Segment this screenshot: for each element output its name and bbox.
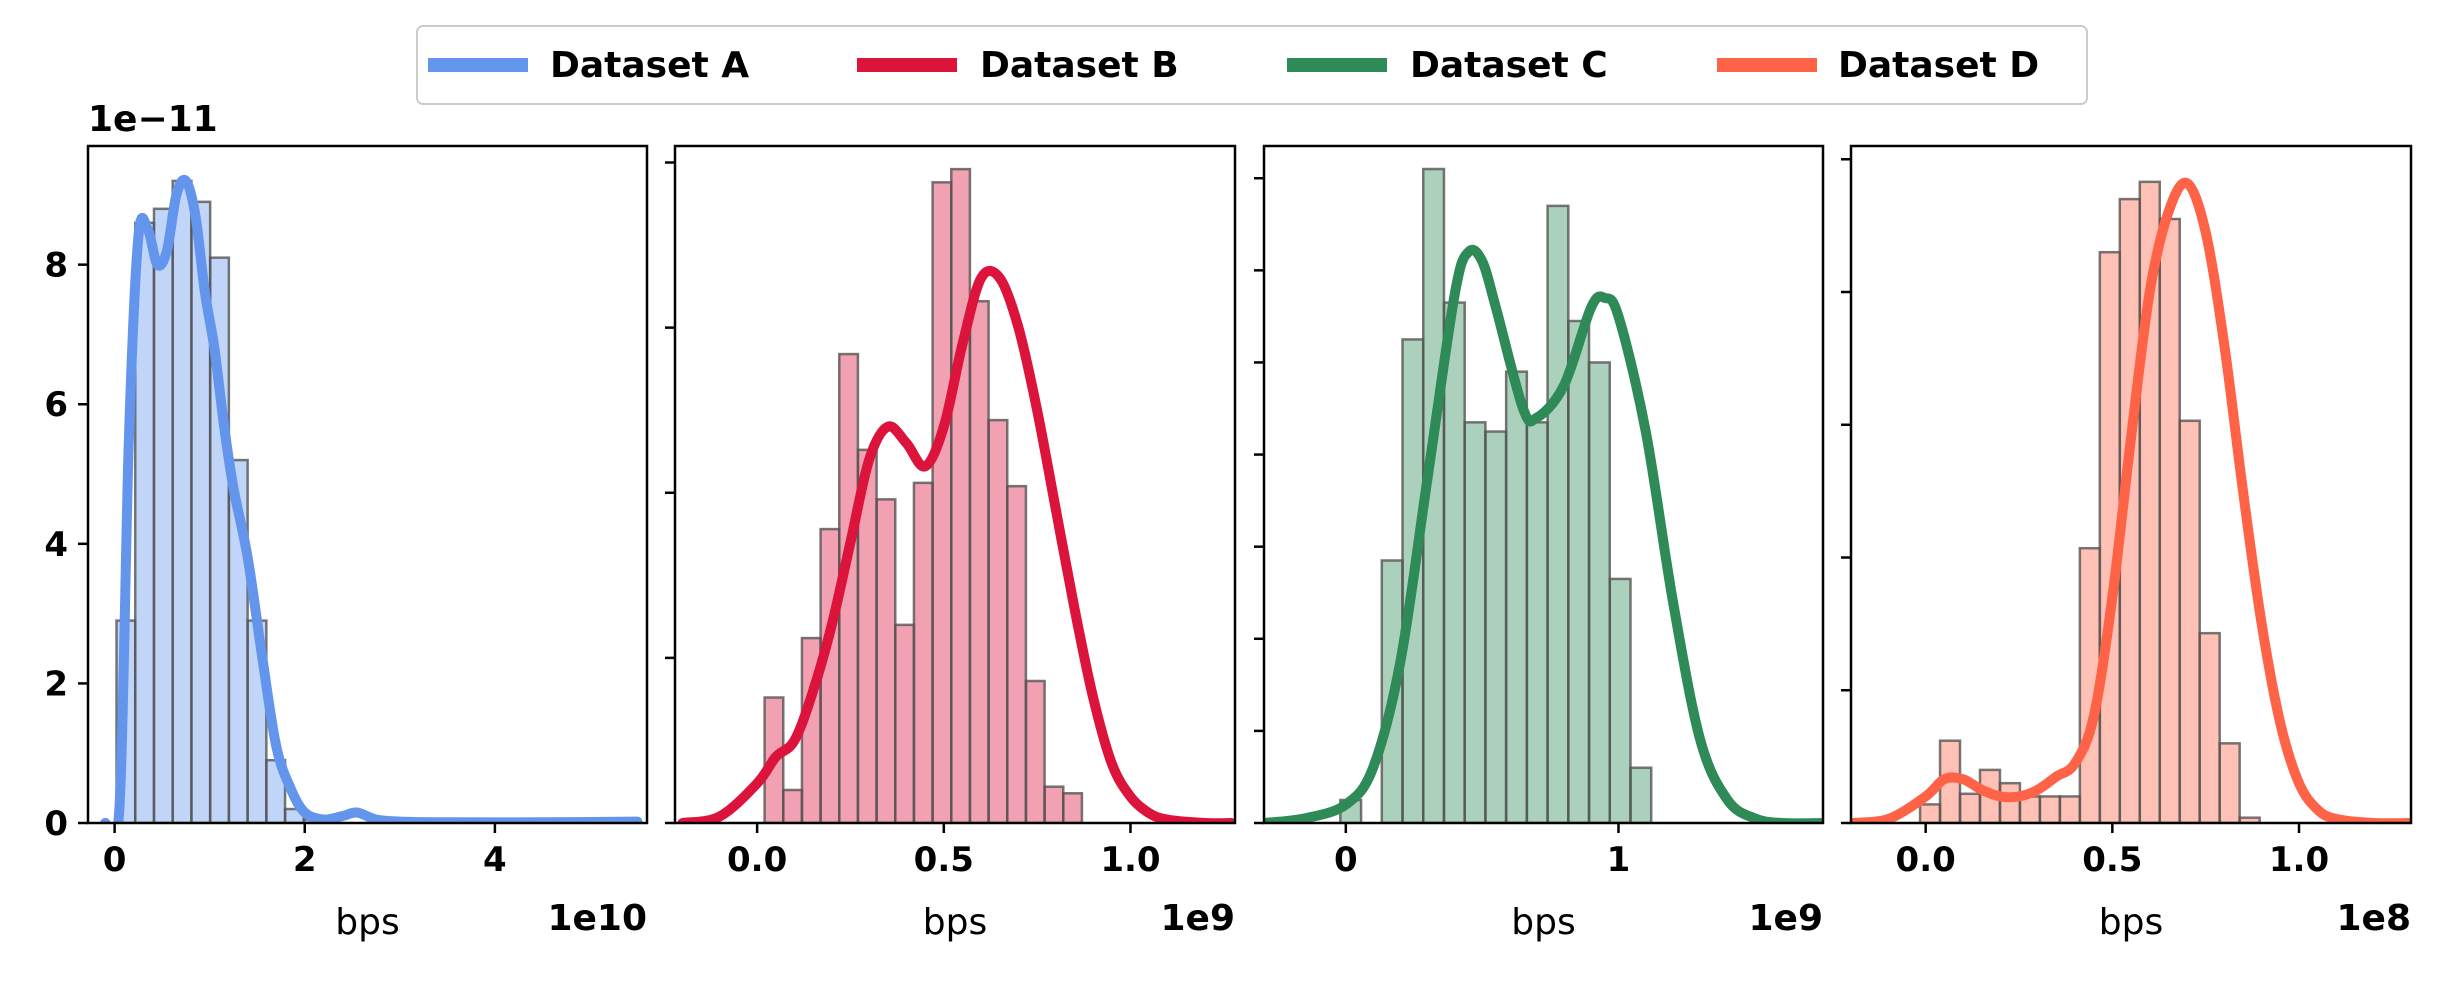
hist-bar <box>1062 792 1084 823</box>
x-tick-label: 1.0 <box>2269 840 2329 880</box>
x-tick-label: 0.5 <box>914 840 974 880</box>
kde-line <box>677 265 1235 823</box>
hist-bar <box>912 481 934 823</box>
axes-frame <box>86 144 649 825</box>
legend-label-b: Dataset B <box>980 45 1179 86</box>
x-tick-label: 0.0 <box>1896 840 1956 880</box>
panel-dataset-a: 0 2 4 0 2 4 6 8 bps 1e10 <box>44 144 649 943</box>
legend-entry-a: Dataset A <box>428 45 749 86</box>
x-axis-label: bps <box>2099 902 2163 943</box>
x-axis-label: bps <box>923 902 987 943</box>
hist-bar <box>171 179 193 823</box>
hist-bar <box>1918 803 1942 823</box>
hist-bar <box>1504 370 1529 823</box>
y-tick-label: 2 <box>44 664 68 704</box>
x-tick-label: 0 <box>103 840 127 880</box>
x-offset-label: 1e10 <box>547 898 647 939</box>
panel-dataset-c: 0 1 bps 1e9 <box>1254 144 1825 943</box>
x-offset-label: 1e9 <box>1748 898 1823 939</box>
hist-bar <box>1587 361 1612 823</box>
panel-dataset-d: 0.0 0.5 1.0 bps 1e8 <box>1841 144 2413 943</box>
hist-bar <box>1958 792 1982 823</box>
x-tick-label: 4 <box>483 840 507 880</box>
legend-entry-b: Dataset B <box>857 45 1179 86</box>
axes-frame <box>673 144 1237 825</box>
x-tick-label: 2 <box>293 840 317 880</box>
y-tick-label: 6 <box>44 385 68 425</box>
kde-line <box>100 174 643 823</box>
x-axis-label: bps <box>335 902 399 943</box>
hist-bar <box>931 181 953 823</box>
hist-bar <box>2218 742 2241 823</box>
hist-bar <box>819 527 841 823</box>
x-tick-label: 1 <box>1607 840 1631 880</box>
legend-label-d: Dataset D <box>1838 45 2039 86</box>
hist-bar <box>2198 631 2221 823</box>
hist-bar <box>782 788 804 823</box>
y-tick-label: 0 <box>44 804 68 844</box>
legend-label-a: Dataset A <box>550 45 749 86</box>
hist-bar <box>987 418 1009 823</box>
legend-frame <box>416 25 2088 105</box>
axes-frame <box>1262 144 1825 825</box>
plot-area <box>677 167 1235 823</box>
hist-bar <box>1567 319 1591 823</box>
hist-bar <box>2058 795 2082 823</box>
kde-line <box>1851 177 2411 823</box>
x-tick-label: 0.0 <box>727 840 787 880</box>
plot-area <box>100 174 643 823</box>
legend-entry-c: Dataset C <box>1287 45 1608 86</box>
y-offset-label-a: 1e−11 <box>88 99 218 140</box>
hist-bar <box>2158 217 2181 823</box>
x-tick-label: 0 <box>1334 840 1358 880</box>
hist-bar <box>1463 421 1487 823</box>
x-tick-label: 1.0 <box>1100 840 1160 880</box>
plot-area <box>1851 177 2411 823</box>
x-tick-label: 0.5 <box>2082 840 2142 880</box>
hist-bar <box>1629 766 1653 823</box>
y-tick-label: 4 <box>44 525 68 565</box>
x-offset-label: 1e8 <box>2336 898 2411 939</box>
axes-frame <box>1849 144 2413 825</box>
hist-bar <box>2038 795 2062 823</box>
hist-bar <box>950 167 972 823</box>
plot-area <box>1264 167 1823 823</box>
x-offset-label: 1e9 <box>1160 898 1235 939</box>
x-axis-label: bps <box>1511 902 1575 943</box>
hist-bar <box>152 207 174 823</box>
legend-label-c: Dataset C <box>1410 45 1608 86</box>
hist-bar <box>1484 430 1508 823</box>
hist-bar <box>1442 301 1466 823</box>
hist-bar <box>894 623 916 823</box>
hist-bar <box>1525 421 1549 823</box>
hist-bar <box>1024 679 1046 823</box>
legend: Dataset A Dataset B Dataset C Dataset D <box>416 25 2088 105</box>
y-tick-label: 8 <box>44 246 68 286</box>
legend-entry-d: Dataset D <box>1717 45 2039 86</box>
hist-bar <box>1546 204 1570 823</box>
hist-bar <box>875 498 897 823</box>
hist-bar <box>1608 577 1632 823</box>
hist-bar <box>1043 785 1065 823</box>
hist-bar <box>1998 781 2022 823</box>
hist-bar <box>2178 419 2201 823</box>
hist-bar <box>1006 484 1028 823</box>
kde-line <box>1264 244 1823 823</box>
hist-bar <box>968 299 990 823</box>
panel-dataset-b: 0.0 0.5 1.0 bps 1e9 <box>665 144 1237 943</box>
